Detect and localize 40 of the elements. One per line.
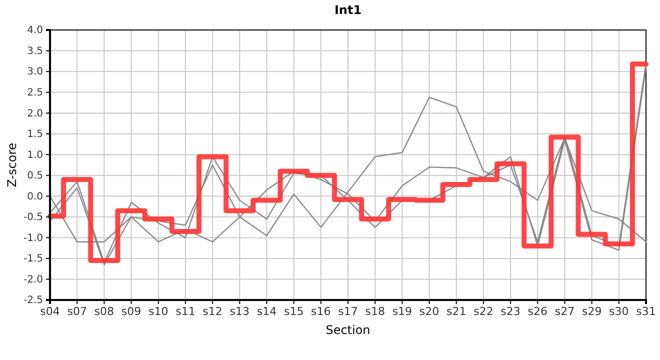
x-tick-label: s04 <box>40 304 60 318</box>
x-tick-label: s22 <box>474 304 494 318</box>
y-tick-label: 3.5 <box>27 46 43 57</box>
y-tick-label: 1.0 <box>27 150 43 161</box>
x-tick-label: s14 <box>256 304 277 318</box>
x-tick-label: s09 <box>121 304 142 318</box>
x-tick-label: s26 <box>528 304 548 318</box>
y-tick-label: 2.0 <box>27 108 43 120</box>
x-tick-label: s23 <box>500 304 520 318</box>
x-tick-label: s07 <box>67 304 87 318</box>
y-tick-label: 2.5 <box>27 88 43 99</box>
x-tick-label: s11 <box>176 304 196 318</box>
x-tick-label: s08 <box>94 304 114 318</box>
x-tick-label: s29 <box>582 304 602 318</box>
y-tick-label: 3.0 <box>27 66 43 78</box>
x-tick-label: s31 <box>636 304 656 318</box>
y-tick-label: -2.0 <box>23 274 43 286</box>
x-tick-label: s13 <box>230 304 250 318</box>
y-tick-label: -1.0 <box>23 232 43 244</box>
y-tick-label: -2.5 <box>23 295 43 306</box>
y-tick-label: -1.5 <box>23 254 43 265</box>
x-tick-label: s18 <box>365 304 385 318</box>
y-axis-title: Z-score <box>5 142 19 188</box>
x-axis-title: Section <box>326 323 370 337</box>
x-tick-label: s21 <box>446 304 466 318</box>
x-tick-label: s15 <box>284 304 304 318</box>
y-tick-label: -0.5 <box>23 212 43 224</box>
chart-title: Int1 <box>334 3 362 17</box>
x-tick-label: s16 <box>311 304 331 318</box>
y-tick-label: 4.0 <box>27 25 43 36</box>
x-tick-label: s12 <box>202 304 222 318</box>
y-tick-label: 0.0 <box>27 191 43 202</box>
x-tick-label: s19 <box>392 304 412 318</box>
x-tick-label: s27 <box>554 304 575 318</box>
y-tick-label: 1.5 <box>27 129 43 140</box>
x-tick-label: s17 <box>338 304 358 318</box>
x-tick-label: s20 <box>419 304 440 318</box>
x-tick-label: s10 <box>148 304 168 318</box>
y-tick-label: 0.5 <box>27 170 43 182</box>
x-tick-label: s30 <box>609 304 629 318</box>
